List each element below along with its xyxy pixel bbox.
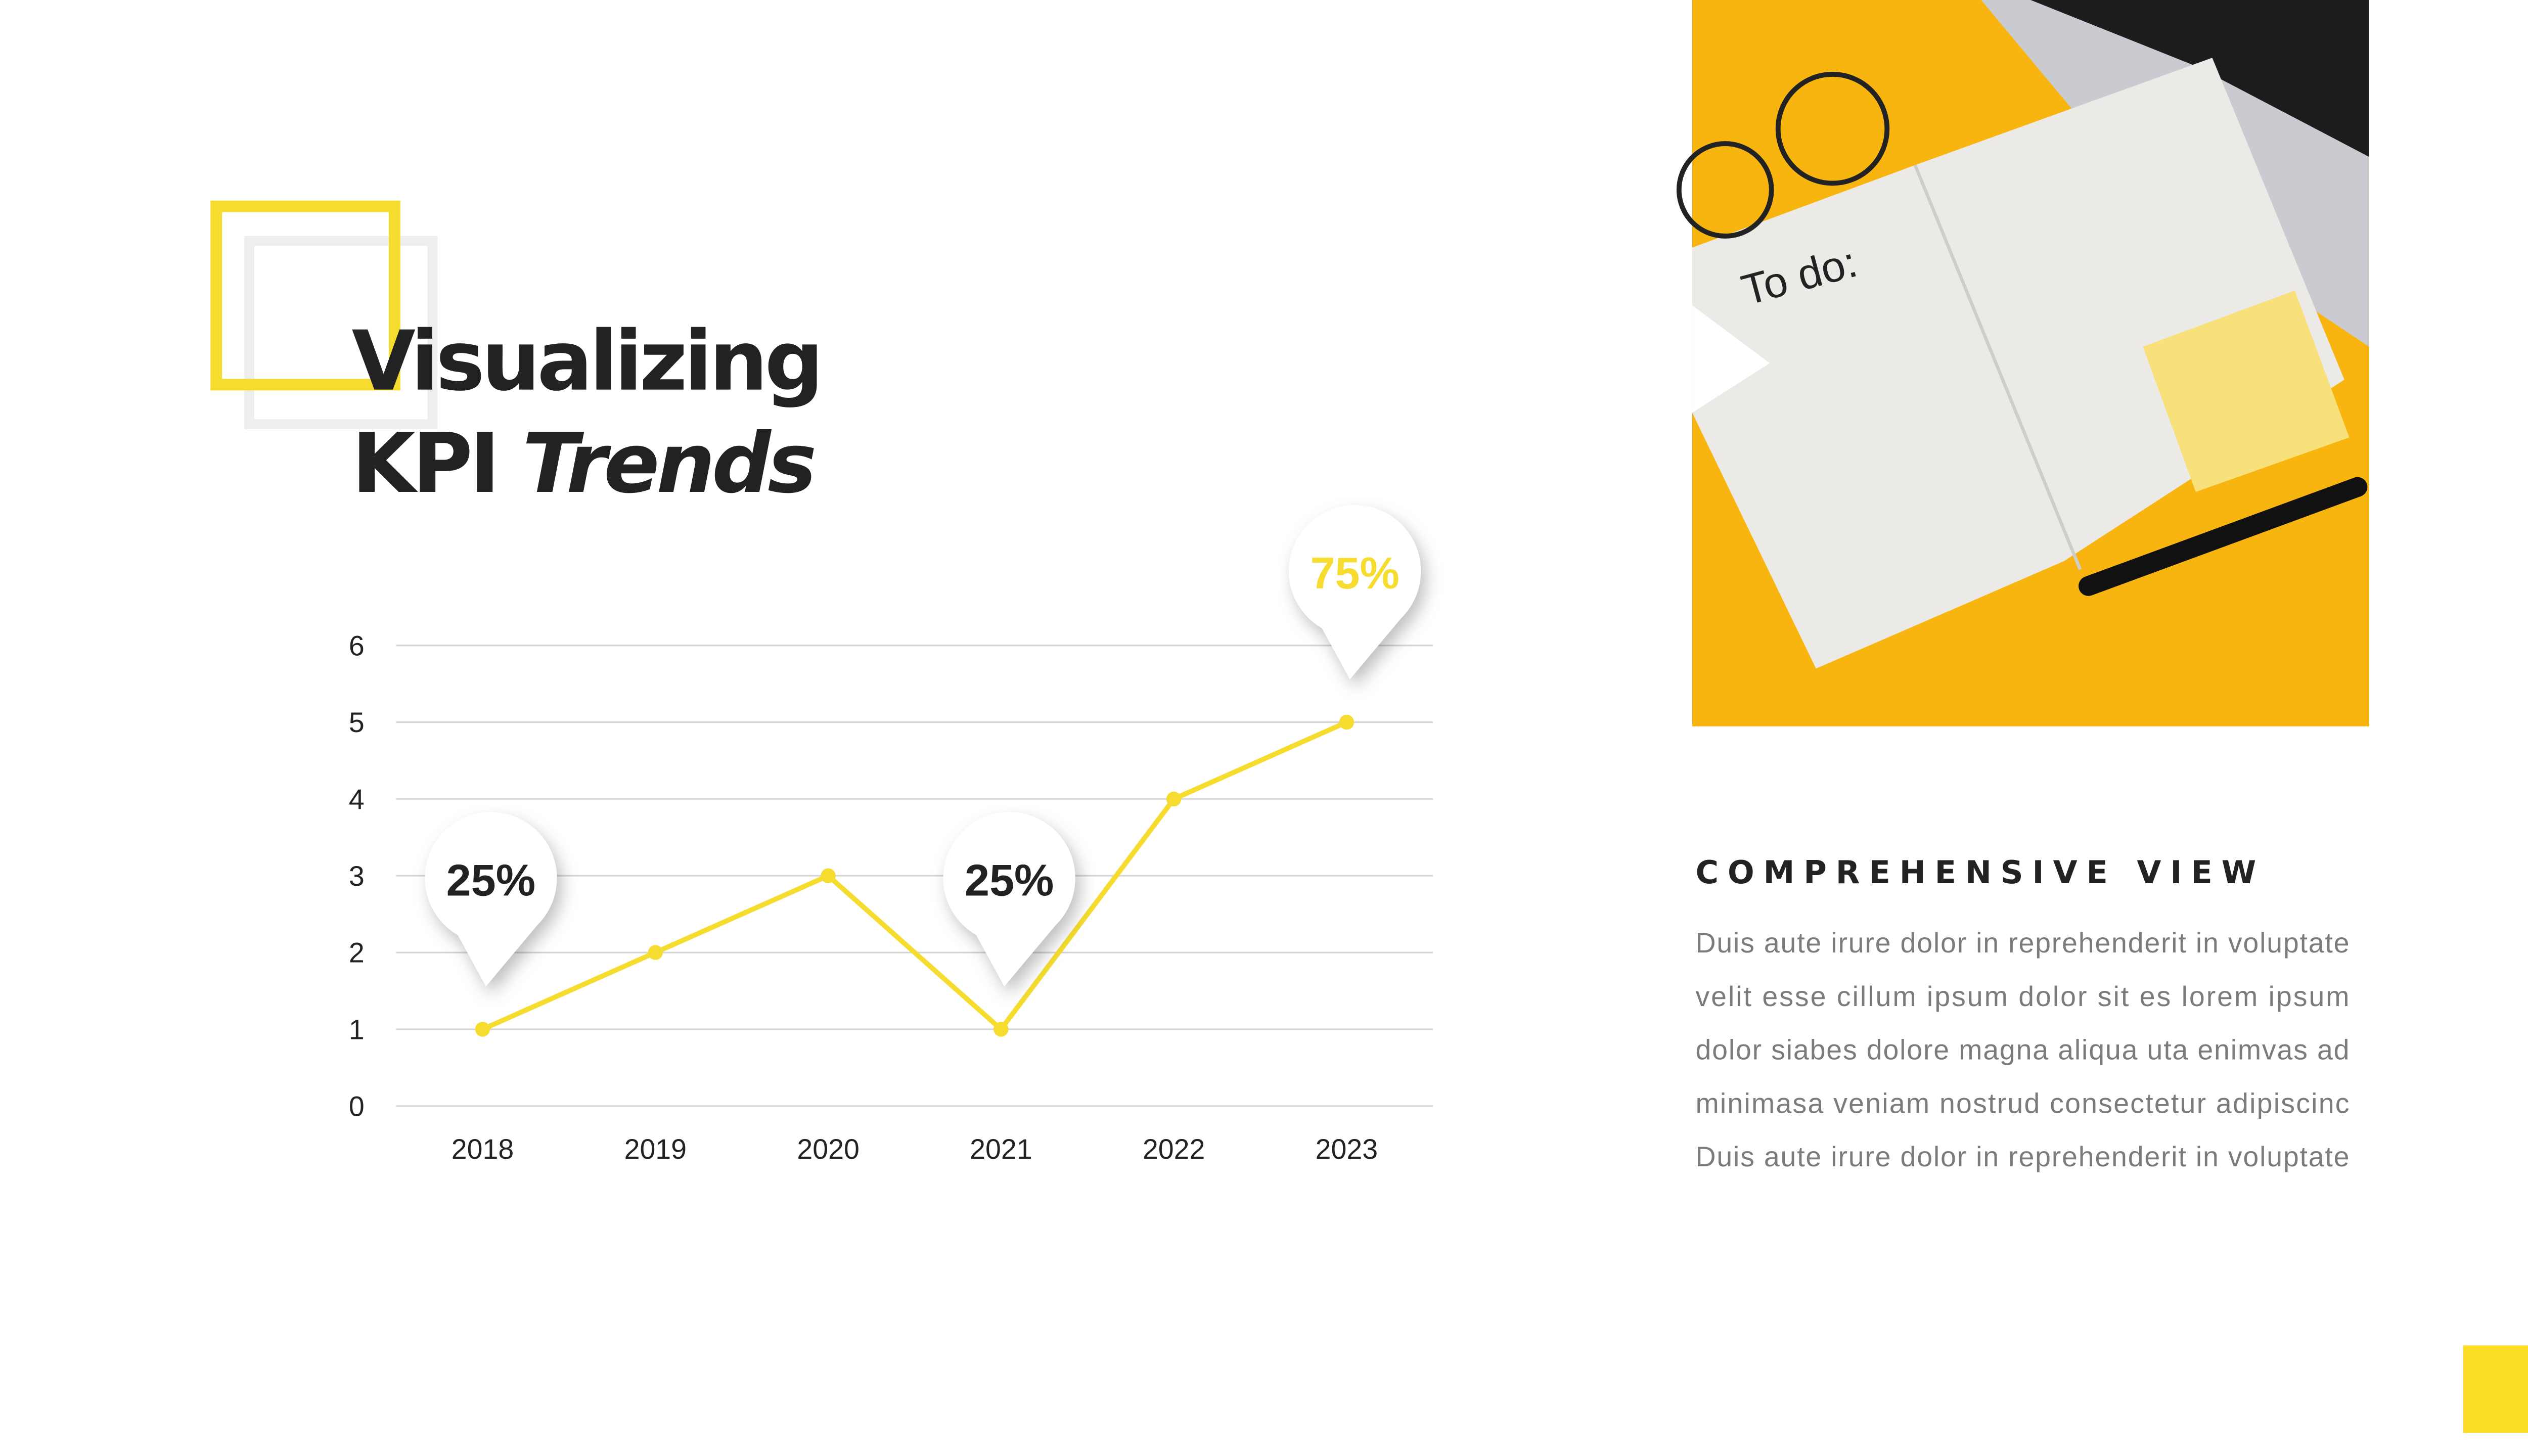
y-tick-label: 6 — [349, 630, 365, 661]
title-line2: KPI Trends — [352, 415, 815, 512]
y-tick-label: 3 — [349, 860, 365, 892]
callout-label: 25% — [965, 855, 1054, 905]
paragraph-line: velit esse cillum ipsum dolor sit es lor… — [1695, 981, 2349, 1012]
y-tick-label: 0 — [349, 1090, 365, 1122]
x-tick-label: 2018 — [452, 1133, 514, 1165]
paragraph-line: dolor siabes dolore magna aliqua uta eni… — [1695, 1034, 2349, 1066]
callout — [425, 812, 557, 987]
glasses — [1676, 141, 1774, 239]
point — [994, 1022, 1009, 1037]
title-line1: Visualizing — [352, 313, 821, 410]
callout-label: 75% — [1311, 548, 1400, 598]
sticky-note — [2143, 290, 2350, 492]
deco-square-grey — [244, 236, 438, 429]
line — [481, 720, 1348, 1032]
notebook — [1692, 58, 2344, 669]
title-emphasis: Trends — [522, 415, 814, 512]
callout — [1289, 505, 1421, 679]
y-tick-label: 4 — [349, 784, 365, 815]
photo: To do: — [1676, 0, 2369, 726]
paragraph-line: minimasa veniam nostrud consectetur adip… — [1695, 1087, 2349, 1119]
deco-square-yellow — [210, 200, 400, 391]
point — [1339, 714, 1355, 730]
point — [648, 945, 663, 960]
paragraph-line: Duis aute irure dolor in reprehenderit i… — [1695, 1141, 2349, 1172]
x-tick-label: 2019 — [624, 1133, 687, 1165]
x-tick-label: 2020 — [797, 1133, 859, 1165]
x-tick-label: 2021 — [970, 1133, 1032, 1165]
callout-bubble — [425, 812, 557, 987]
callout-label: 25% — [446, 855, 535, 905]
point — [1166, 791, 1182, 807]
x-tick-label: 2022 — [1143, 1133, 1205, 1165]
callout-bubble — [943, 812, 1075, 987]
paragraph-line: Duis aute irure dolor in reprehenderit i… — [1695, 927, 2349, 959]
side-heading: COMPREHENSIVE VIEW — [1695, 854, 2265, 891]
callout-bubble — [1289, 505, 1421, 679]
point — [475, 1022, 490, 1037]
photo-notch — [1692, 305, 1770, 413]
point — [821, 868, 836, 883]
keyboard — [2030, 0, 2369, 157]
x-tick-label: 2023 — [1316, 1133, 1378, 1165]
glasses — [1775, 72, 1890, 186]
deco-corner — [2463, 1345, 2528, 1433]
side-paragraph: Duis aute irure dolor in reprehenderit i… — [1695, 927, 2349, 1172]
pen — [2079, 477, 2368, 596]
notebook-fold — [1913, 164, 2082, 570]
y-tick-label: 1 — [349, 1014, 365, 1045]
title-kpi: KPI — [352, 415, 497, 512]
y-tick-label: 2 — [349, 937, 365, 969]
y-tick-label: 5 — [349, 707, 365, 738]
chart: 0 1 2 3 4 5 6 2018 2019 2020 2021 2022 2023 25% 25% 75% — [349, 505, 1433, 1165]
callout — [943, 812, 1075, 987]
